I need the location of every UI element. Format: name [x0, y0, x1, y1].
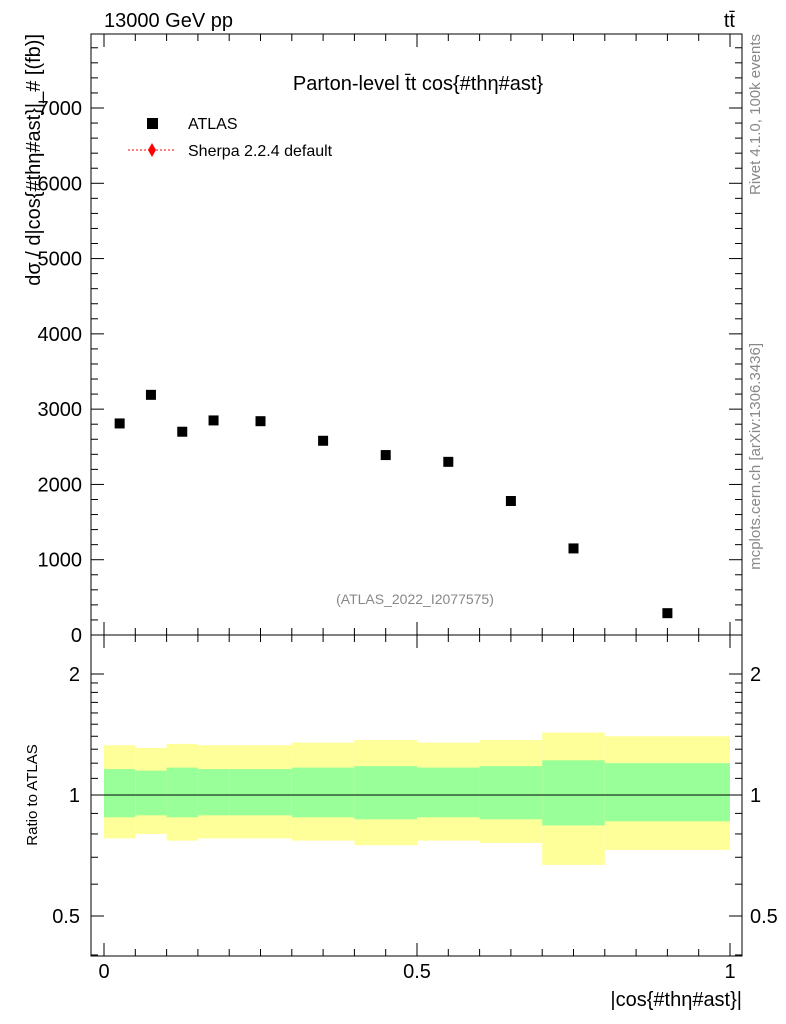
- atlas-point: [255, 416, 266, 427]
- ratio-frame: [90, 634, 743, 957]
- main-ytick-label: 5000: [38, 249, 83, 271]
- ratio-band-inner: [197, 769, 230, 816]
- ratio-ytick-label-right: 0.5: [750, 906, 778, 928]
- main-ytick-label: 2000: [38, 474, 83, 496]
- rivet-label: Rivet 4.1.0, 100k events: [747, 34, 764, 195]
- atlas-point: [177, 426, 188, 437]
- xtick-label: 0.5: [403, 961, 431, 983]
- ratio-ytick-label: 0.5: [52, 906, 80, 928]
- main-panel: Parton-level t̄t cos{#thη#ast} (ATLAS_20…: [23, 33, 743, 647]
- main-ytick-label: 7000: [38, 98, 83, 120]
- atlas-point: [443, 456, 454, 467]
- atlas-point: [505, 495, 516, 506]
- ratio-band-inner: [104, 769, 136, 818]
- main-ytick-label: 3000: [38, 399, 83, 421]
- header-right: tt̄: [724, 10, 736, 32]
- ratio-band-inner: [229, 769, 292, 816]
- ratio-band-inner: [604, 763, 730, 822]
- legend-marker-atlas: [147, 118, 158, 129]
- atlas-point: [662, 608, 673, 619]
- main-ytick-label: 6000: [38, 173, 83, 195]
- ratio-band-inner: [479, 766, 543, 820]
- ratio-band-inner: [354, 766, 417, 820]
- atlas-point: [114, 418, 125, 429]
- ratio-band-inner: [417, 767, 480, 818]
- main-ytick-label: 0: [71, 625, 82, 647]
- header-left: 13000 GeV pp: [104, 10, 233, 32]
- atlas-point: [318, 435, 329, 446]
- mcplots-label: mcplots.cern.ch [arXiv:1306.3436]: [747, 343, 764, 570]
- legend-label-atlas: ATLAS: [188, 116, 238, 133]
- ratio-ytick-label-right: 1: [750, 785, 761, 807]
- ratio-band-inner: [135, 770, 167, 816]
- main-ytick-label: 1000: [38, 550, 83, 572]
- ratio-ytick-label-right: 2: [750, 664, 761, 686]
- atlas-point: [145, 389, 156, 400]
- xlabel: |cos{#thη#ast}|: [610, 989, 742, 1011]
- xtick-label: 0: [98, 961, 109, 983]
- legend-label-sherpa: Sherpa 2.2.4 default: [188, 143, 333, 160]
- atlas-point: [208, 415, 219, 426]
- ratio-band-inner: [542, 760, 605, 826]
- ratio-band-inner: [291, 767, 355, 818]
- xtick-label: 1: [724, 961, 735, 983]
- ratio-ytick-label: 2: [69, 664, 80, 686]
- main-title: Parton-level t̄t cos{#thη#ast}: [293, 73, 543, 95]
- legend-marker-sherpa: [148, 143, 156, 157]
- ratio-ylabel: Ratio to ATLAS: [24, 744, 41, 845]
- ratio-band-inner: [166, 767, 198, 818]
- ratio-ytick-label: 1: [69, 785, 80, 807]
- atlas-point: [380, 450, 391, 461]
- atlas-point: [568, 543, 579, 554]
- main-ylabel: dσ / d|cos{#thη#ast}|_# [(fb)]: [23, 34, 45, 286]
- legend: ATLAS Sherpa 2.2.4 default: [128, 116, 333, 160]
- ratio-panel: 0.5 0.5 1 1 2 2 0 0.5 1 Ratio to ATLAS |cos{#thη…: [24, 634, 778, 1011]
- watermark: (ATLAS_2022_I2077575): [336, 591, 494, 607]
- main-ytick-label: 4000: [38, 324, 83, 346]
